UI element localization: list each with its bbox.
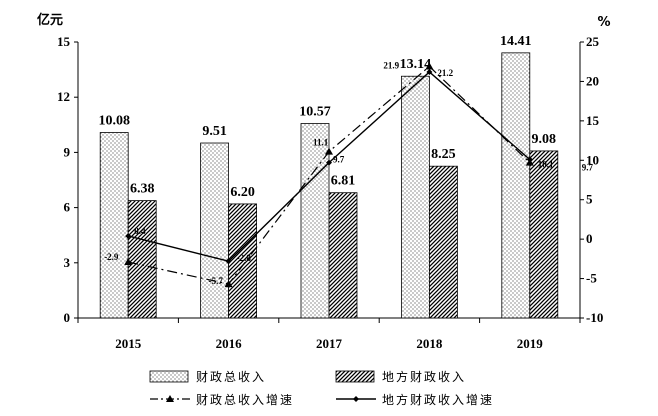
right-tick-label: 15 [586, 113, 600, 128]
bar [529, 150, 559, 319]
growth-value-label: -2.9 [104, 252, 119, 262]
x-tick-label: 2019 [517, 336, 544, 351]
right-tick-label: 5 [586, 192, 593, 207]
legend-label-total-revenue: 财政总收入 [196, 370, 266, 384]
triangle-marker [224, 280, 233, 288]
growth-value-label: 21.2 [437, 68, 453, 78]
growth-value-label: 11.1 [313, 138, 329, 148]
bar [127, 200, 157, 319]
bar [228, 203, 258, 319]
bar-value-label: 10.57 [299, 105, 331, 120]
diamond-marker [526, 156, 533, 163]
growth-value-label: -2.8 [237, 253, 252, 263]
triangle-marker [425, 62, 434, 70]
bar-value-label: 14.41 [500, 34, 532, 49]
bar-value-label: 9.08 [532, 132, 557, 147]
legend-marker-total-growth [166, 395, 174, 402]
bar [328, 192, 358, 319]
left-tick-label: 3 [64, 255, 71, 270]
right-axis-unit: % [597, 15, 610, 30]
bar-value-label: 6.38 [130, 182, 155, 197]
right-tick-label: 10 [586, 152, 599, 167]
growth-value-label: 10.1 [538, 159, 554, 169]
diamond-marker [326, 159, 332, 166]
legend-label-local-growth: 地方财政收入增速 [382, 392, 494, 407]
bar-value-label: 13.14 [400, 57, 432, 72]
left-tick-label: 6 [64, 200, 71, 215]
bar-value-label: 10.08 [98, 114, 130, 129]
legend-marker-local-growth [353, 396, 359, 402]
diamond-marker [225, 258, 232, 265]
legend-label-local-revenue: 地方财政收入 [382, 369, 466, 384]
bar [400, 75, 430, 319]
legend-swatch-local-revenue [335, 370, 375, 383]
growth-value-label: 9.7 [582, 163, 594, 173]
left-tick-label: 12 [57, 89, 70, 104]
left-tick-label: 9 [64, 144, 71, 159]
bar [428, 165, 458, 319]
bar [200, 142, 230, 319]
bar-value-label: 6.81 [331, 174, 356, 189]
right-tick-label: 25 [586, 34, 600, 49]
triangle-marker [124, 258, 133, 266]
bar [99, 132, 129, 319]
growth-value-label: -5.7 [209, 276, 224, 286]
bar [300, 123, 330, 319]
right-tick-label: -5 [586, 271, 597, 286]
right-tick-label: 20 [586, 73, 599, 88]
right-tick-label: 0 [586, 231, 593, 246]
bar-value-label: 8.25 [431, 147, 456, 162]
bar [501, 52, 531, 319]
x-tick-label: 2015 [115, 336, 142, 351]
x-tick-label: 2018 [416, 336, 443, 351]
bar-value-label: 9.51 [202, 124, 227, 139]
triangle-marker [325, 147, 333, 155]
plot-area: 0 3 6 9 12 15 -10 -5 0 5 10 15 20 25 亿元 % 2015 2016 2017 20… [37, 12, 611, 351]
left-tick-label: 15 [57, 34, 71, 49]
diamond-marker [125, 232, 132, 239]
right-tick-label: -10 [586, 310, 603, 325]
growth-value-label: 9.7 [333, 155, 345, 165]
bar-value-label: 6.20 [230, 185, 255, 200]
legend-label-total-growth: 财政总收入增速 [196, 393, 294, 407]
x-tick-label: 2016 [216, 336, 243, 351]
left-tick-label: 0 [64, 310, 71, 325]
growth-value-label: 0.4 [134, 226, 146, 236]
legend-swatch-total-revenue [149, 370, 189, 383]
left-axis-unit: 亿元 [37, 12, 63, 28]
diamond-marker [426, 68, 433, 75]
x-tick-label: 2017 [316, 336, 343, 351]
growth-value-label: 21.9 [383, 60, 399, 70]
